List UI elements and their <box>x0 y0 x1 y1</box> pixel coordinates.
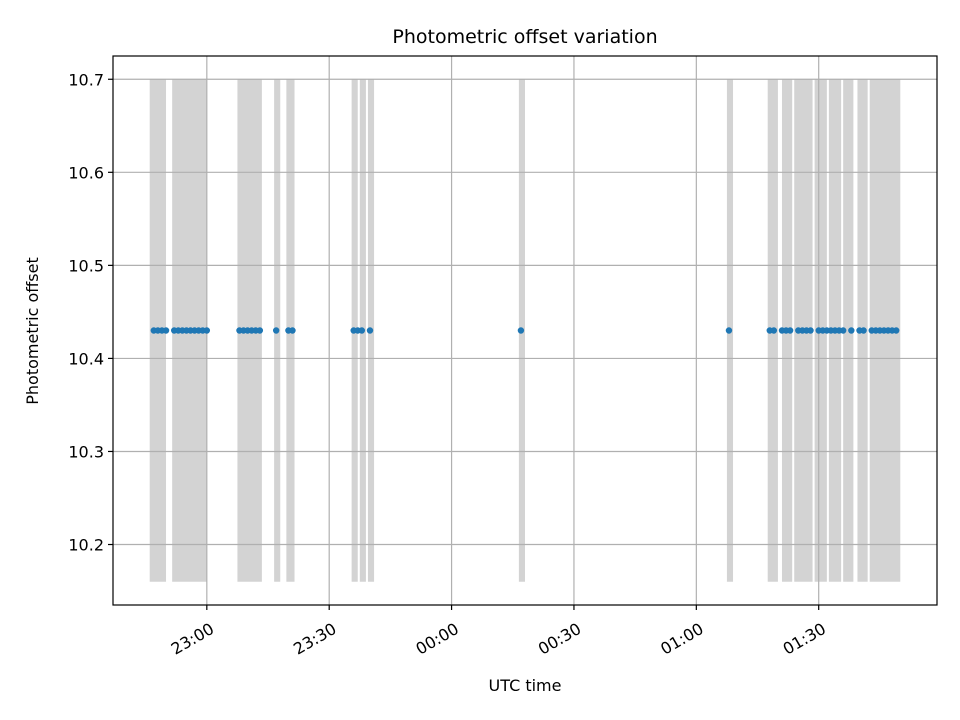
data-point <box>848 327 855 334</box>
x-tick-label: 00:30 <box>535 619 584 659</box>
data-point <box>366 327 374 334</box>
data-point <box>289 327 296 334</box>
grid-lines <box>113 56 937 605</box>
data-point <box>517 327 525 334</box>
x-axis-ticks: 23:00 23:30 00:00 00:30 01:00 01:30 <box>168 605 829 659</box>
y-tick-label: 10.7 <box>68 70 104 89</box>
y-tick-label: 10.4 <box>68 349 104 368</box>
plot-frame <box>112 55 938 606</box>
data-point <box>893 327 900 334</box>
x-tick-label: 01:30 <box>780 619 829 659</box>
data-point <box>162 327 170 334</box>
y-tick-label: 10.2 <box>68 536 104 555</box>
data-point <box>807 327 814 334</box>
y-tick-label: 10.3 <box>68 442 104 461</box>
y-tick-label: 10.5 <box>68 256 104 275</box>
x-tick-label: 00:00 <box>413 619 462 659</box>
chart-title: Photometric offset variation <box>392 26 657 48</box>
data-point <box>358 327 366 334</box>
data-point <box>786 327 794 334</box>
data-point <box>272 327 280 334</box>
data-point <box>770 327 778 334</box>
x-tick-label: 23:30 <box>290 619 339 659</box>
data-point <box>725 327 733 334</box>
x-tick-label: 23:00 <box>168 619 217 659</box>
y-tick-label: 10.6 <box>68 163 104 182</box>
data-point <box>839 327 847 334</box>
x-tick-label: 01:00 <box>657 619 706 659</box>
data-point <box>203 327 211 334</box>
data-point <box>860 327 867 334</box>
y-axis-ticks: 10.2 10.3 10.4 10.5 10.6 10.7 <box>68 70 113 555</box>
y-axis-label: Photometric offset <box>23 257 42 405</box>
data-point <box>256 327 264 334</box>
x-axis-label: UTC time <box>489 676 562 695</box>
data-points <box>150 327 900 334</box>
